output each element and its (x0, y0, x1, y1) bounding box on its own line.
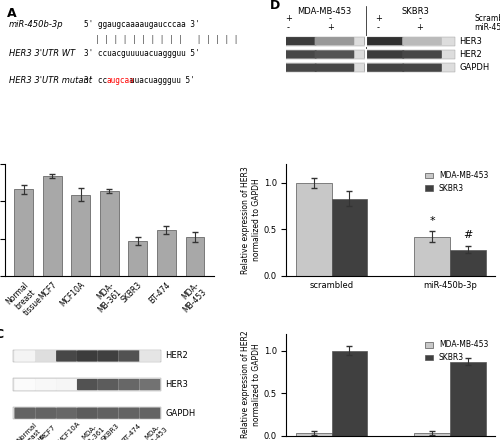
Text: -: - (418, 14, 422, 23)
FancyBboxPatch shape (277, 37, 316, 45)
FancyBboxPatch shape (402, 64, 442, 72)
Bar (186, 237, 204, 276)
Text: HER3 3'UTR WT: HER3 3'UTR WT (9, 49, 76, 59)
Bar (296, 433, 332, 436)
Text: 3' ccuacguuuuacuaggguu 5': 3' ccuacguuuuacuaggguu 5' (84, 49, 200, 59)
Text: #: # (463, 231, 472, 240)
Text: uuacuaggguu 5': uuacuaggguu 5' (130, 76, 195, 85)
Text: augcaa: augcaa (106, 76, 134, 85)
Bar (100, 191, 118, 276)
Text: C: C (0, 328, 4, 341)
Bar (450, 362, 486, 436)
Text: +: + (416, 23, 424, 33)
Y-axis label: Relative expression of HER2
normalized to GAPDH: Relative expression of HER2 normalized t… (242, 331, 261, 438)
Text: D: D (270, 0, 280, 12)
Bar (414, 433, 450, 436)
FancyBboxPatch shape (118, 350, 140, 362)
Text: BT-474: BT-474 (120, 422, 142, 440)
Text: HER3: HER3 (166, 380, 188, 389)
FancyBboxPatch shape (98, 407, 118, 419)
Text: MDA-
MB-453: MDA- MB-453 (140, 421, 168, 440)
Text: HER2: HER2 (460, 50, 482, 59)
FancyBboxPatch shape (98, 350, 118, 362)
FancyBboxPatch shape (35, 379, 56, 390)
Text: -: - (329, 14, 332, 23)
FancyBboxPatch shape (364, 37, 405, 45)
Bar (43, 176, 62, 276)
FancyBboxPatch shape (140, 407, 160, 419)
FancyBboxPatch shape (77, 379, 98, 390)
Bar (296, 183, 332, 276)
Text: +: + (327, 23, 334, 33)
FancyBboxPatch shape (314, 37, 354, 45)
FancyBboxPatch shape (14, 350, 35, 362)
Bar (157, 230, 176, 276)
FancyBboxPatch shape (140, 350, 160, 362)
FancyBboxPatch shape (286, 37, 456, 46)
FancyBboxPatch shape (286, 50, 456, 59)
FancyBboxPatch shape (14, 378, 162, 391)
Text: miR-450b-3p: miR-450b-3p (9, 20, 64, 29)
FancyBboxPatch shape (56, 407, 77, 419)
Text: MDA-MB-453: MDA-MB-453 (297, 7, 351, 16)
Bar (414, 237, 450, 276)
Bar (332, 351, 367, 436)
Text: | | | | | | | | | |   | | | | |: | | | | | | | | | | | | | | | (94, 35, 238, 44)
Text: -: - (287, 23, 290, 33)
Legend: MDA-MB-453, SKBR3: MDA-MB-453, SKBR3 (422, 337, 491, 365)
Text: MCF7: MCF7 (39, 424, 56, 440)
Bar (450, 249, 486, 276)
FancyBboxPatch shape (14, 407, 162, 419)
Text: HER2: HER2 (166, 352, 188, 360)
Text: GAPDH: GAPDH (460, 63, 490, 72)
Text: -: - (376, 23, 380, 33)
Text: HER3 3'UTR mutant: HER3 3'UTR mutant (9, 76, 92, 85)
Text: 5' ggaugcaaaaugaucccaa 3': 5' ggaugcaaaaugaucccaa 3' (84, 20, 200, 29)
Text: SKBR3: SKBR3 (402, 7, 429, 16)
Text: MCF10A: MCF10A (56, 420, 81, 440)
FancyBboxPatch shape (35, 350, 56, 362)
FancyBboxPatch shape (402, 50, 442, 59)
FancyBboxPatch shape (77, 350, 98, 362)
Text: Normal
breast
tissue: Normal breast tissue (16, 422, 48, 440)
FancyBboxPatch shape (286, 63, 456, 72)
Text: +: + (375, 14, 382, 23)
FancyBboxPatch shape (98, 379, 118, 390)
Text: 3' cc: 3' cc (84, 76, 108, 85)
Bar (332, 198, 367, 276)
Text: A: A (7, 7, 16, 21)
Text: MDA-
MB-361: MDA- MB-361 (78, 421, 106, 440)
FancyBboxPatch shape (118, 379, 140, 390)
Text: miR-450b-3p: miR-450b-3p (474, 23, 500, 33)
FancyBboxPatch shape (14, 350, 162, 362)
Bar (72, 195, 90, 276)
FancyBboxPatch shape (14, 407, 35, 419)
FancyBboxPatch shape (35, 407, 56, 419)
FancyBboxPatch shape (364, 64, 405, 72)
Y-axis label: Relative expression of HER3
normalized to GAPDH: Relative expression of HER3 normalized t… (242, 166, 261, 274)
FancyBboxPatch shape (14, 379, 35, 390)
FancyBboxPatch shape (56, 350, 77, 362)
Text: +: + (285, 14, 292, 23)
FancyBboxPatch shape (277, 64, 316, 72)
FancyBboxPatch shape (77, 407, 98, 419)
Bar (14, 189, 33, 276)
FancyBboxPatch shape (140, 379, 160, 390)
Text: *: * (430, 216, 435, 226)
FancyBboxPatch shape (118, 407, 140, 419)
Text: HER3: HER3 (460, 37, 482, 46)
FancyBboxPatch shape (314, 64, 354, 72)
FancyBboxPatch shape (56, 379, 77, 390)
FancyBboxPatch shape (314, 50, 354, 59)
Text: GAPDH: GAPDH (166, 409, 196, 418)
Bar (128, 241, 147, 276)
Text: SKBR3: SKBR3 (100, 422, 120, 440)
Legend: MDA-MB-453, SKBR3: MDA-MB-453, SKBR3 (422, 168, 491, 196)
FancyBboxPatch shape (364, 50, 405, 59)
Text: Scrambled: Scrambled (474, 14, 500, 23)
FancyBboxPatch shape (402, 37, 442, 45)
FancyBboxPatch shape (277, 50, 316, 59)
